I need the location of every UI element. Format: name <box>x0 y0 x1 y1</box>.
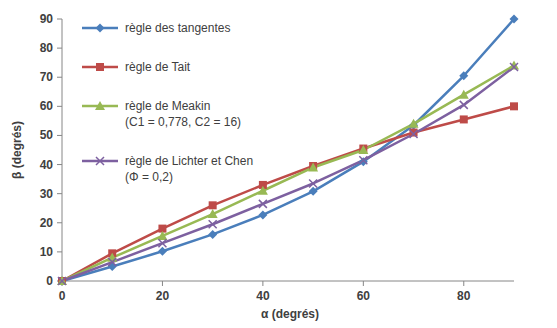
data-point <box>510 15 519 24</box>
legend-label: règle de Meakin (C1 = 0,778, C2 = 16) <box>125 99 241 129</box>
y-tick-label: 50 <box>40 128 54 142</box>
y-axis-label: β (degrés) <box>10 121 24 179</box>
x-tick <box>162 281 163 286</box>
x-tick-label: 40 <box>256 289 270 303</box>
y-tick <box>57 222 62 223</box>
chart: 0 10 20 30 40 50 60 70 80 90 0 20 40 60 80 α (degrés) β … <box>0 0 557 328</box>
data-point <box>510 63 518 71</box>
data-point <box>510 102 518 110</box>
legend-label: règle de Lichter et Chen (Φ = 0,2) <box>125 154 253 184</box>
y-tick <box>57 251 62 252</box>
x-axis <box>62 281 514 282</box>
legend-label: règle des tangentes <box>125 21 230 35</box>
data-point <box>208 209 218 218</box>
data-point <box>460 101 468 109</box>
data-point <box>108 262 117 271</box>
legend-label-line: (Φ = 0,2) <box>125 170 173 184</box>
data-point <box>158 247 167 256</box>
data-point <box>259 200 267 208</box>
legend: règle des tangentes règle de Tait règle de… <box>82 21 253 184</box>
series-line <box>62 66 514 281</box>
data-point <box>509 61 519 70</box>
y-tick-label: 10 <box>40 245 54 259</box>
data-point <box>359 156 367 164</box>
legend-marker <box>95 101 105 110</box>
data-point <box>309 179 317 187</box>
x-tick <box>363 281 364 286</box>
y-tick <box>57 77 62 78</box>
data-point <box>409 119 419 128</box>
data-point <box>58 277 66 285</box>
y-tick <box>57 48 62 49</box>
plot-data <box>57 15 519 286</box>
data-point <box>459 90 469 99</box>
x-tick-label: 20 <box>156 289 170 303</box>
y-tick-label: 70 <box>40 70 54 84</box>
x-tick-label: 60 <box>357 289 371 303</box>
data-point <box>209 220 217 228</box>
legend-label-line: règle de Tait <box>125 60 191 74</box>
y-tick-label: 60 <box>40 99 54 113</box>
legend-marker <box>96 24 105 33</box>
data-point <box>58 277 66 285</box>
data-point <box>308 162 318 171</box>
y-tick-label: 40 <box>40 158 54 172</box>
legend-label-line: règle de Lichter et Chen <box>125 154 253 168</box>
y-tick-label: 80 <box>40 41 54 55</box>
data-point <box>208 230 217 239</box>
data-point <box>358 145 368 154</box>
x-tick-label: 80 <box>457 289 471 303</box>
x-tick <box>262 281 263 286</box>
y-tick <box>57 135 62 136</box>
y-axis <box>62 19 63 281</box>
legend-label-line: (C1 = 0,778, C2 = 16) <box>125 115 241 129</box>
legend-marker <box>96 63 104 71</box>
y-tick <box>57 193 62 194</box>
legend-label-line: règle de Meakin <box>125 99 210 113</box>
data-point <box>107 253 117 262</box>
legend-marker <box>96 157 104 165</box>
data-point <box>309 187 318 196</box>
y-tick <box>57 19 62 20</box>
data-point <box>108 258 116 266</box>
series-line <box>62 19 514 281</box>
data-point <box>258 186 268 195</box>
y-tick <box>57 164 62 165</box>
y-tick-label: 90 <box>40 12 54 26</box>
data-point <box>460 115 468 123</box>
data-point <box>410 129 418 137</box>
y-tick-label: 30 <box>40 187 54 201</box>
y-tick <box>57 106 62 107</box>
data-point <box>359 157 368 166</box>
background <box>0 0 557 328</box>
data-point <box>57 276 67 285</box>
data-point <box>157 231 167 240</box>
data-point <box>158 239 166 247</box>
data-point <box>258 210 267 219</box>
x-axis-label: α (degrés) <box>261 307 319 321</box>
data-point <box>209 201 217 209</box>
legend-label: règle de Tait <box>125 60 191 74</box>
data-point <box>410 130 418 138</box>
x-tick <box>463 281 464 286</box>
x-tick-label: 0 <box>59 289 66 303</box>
legend-label-line: règle des tangentes <box>125 21 230 35</box>
y-tick-label: 20 <box>40 216 54 230</box>
data-point <box>58 277 67 286</box>
y-tick-label: 0 <box>46 274 53 288</box>
series-line <box>62 67 514 281</box>
data-point <box>459 71 468 80</box>
